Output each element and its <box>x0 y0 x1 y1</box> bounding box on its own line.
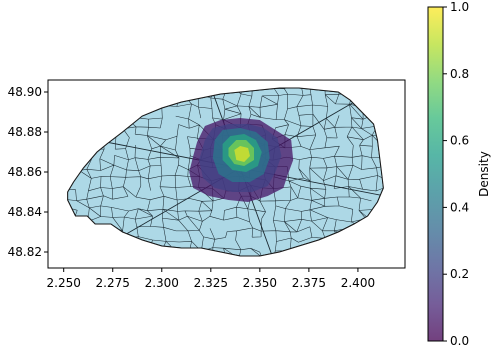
colorbar-tick-label: 0.2 <box>450 267 469 281</box>
y-tick-label: 48.90 <box>8 85 42 99</box>
colorbar: 0.0 0.2 0.4 0.6 0.8 1.0 Density <box>427 0 491 346</box>
colorbar-tick-label: 1.0 <box>450 0 469 14</box>
colorbar-label: Density <box>477 151 491 197</box>
y-axis: 48.82 48.84 48.86 48.88 48.90 <box>8 85 48 259</box>
density-layer <box>189 118 294 202</box>
colorbar-frame <box>427 6 444 342</box>
colorbar-tick-label: 0.0 <box>450 334 469 346</box>
x-tick-label: 2.275 <box>96 276 130 290</box>
colorbar-tick-label: 0.6 <box>450 134 469 148</box>
x-tick-label: 2.375 <box>292 276 326 290</box>
x-tick-label: 2.400 <box>341 276 375 290</box>
x-tick-label: 2.325 <box>194 276 228 290</box>
colorbar-ticks: 0.0 0.2 0.4 0.6 0.8 1.0 <box>443 0 469 346</box>
colorbar-tick-label: 0.4 <box>450 200 469 214</box>
plot-frame <box>47 79 406 269</box>
y-tick-label: 48.84 <box>8 205 42 219</box>
y-tick-label: 48.86 <box>8 165 42 179</box>
x-tick-label: 2.350 <box>243 276 277 290</box>
plot-area <box>67 87 384 257</box>
colorbar-gradient <box>428 7 443 341</box>
major-roads <box>87 88 384 256</box>
x-tick-label: 2.300 <box>145 276 179 290</box>
y-tick-label: 48.82 <box>8 245 42 259</box>
y-tick-label: 48.88 <box>8 125 42 139</box>
density-level-5 <box>234 146 250 162</box>
x-axis: 2.250 2.275 2.300 2.325 2.350 2.375 2.400 <box>47 268 375 290</box>
x-tick-label: 2.250 <box>47 276 81 290</box>
colorbar-tick-label: 0.8 <box>450 67 469 81</box>
